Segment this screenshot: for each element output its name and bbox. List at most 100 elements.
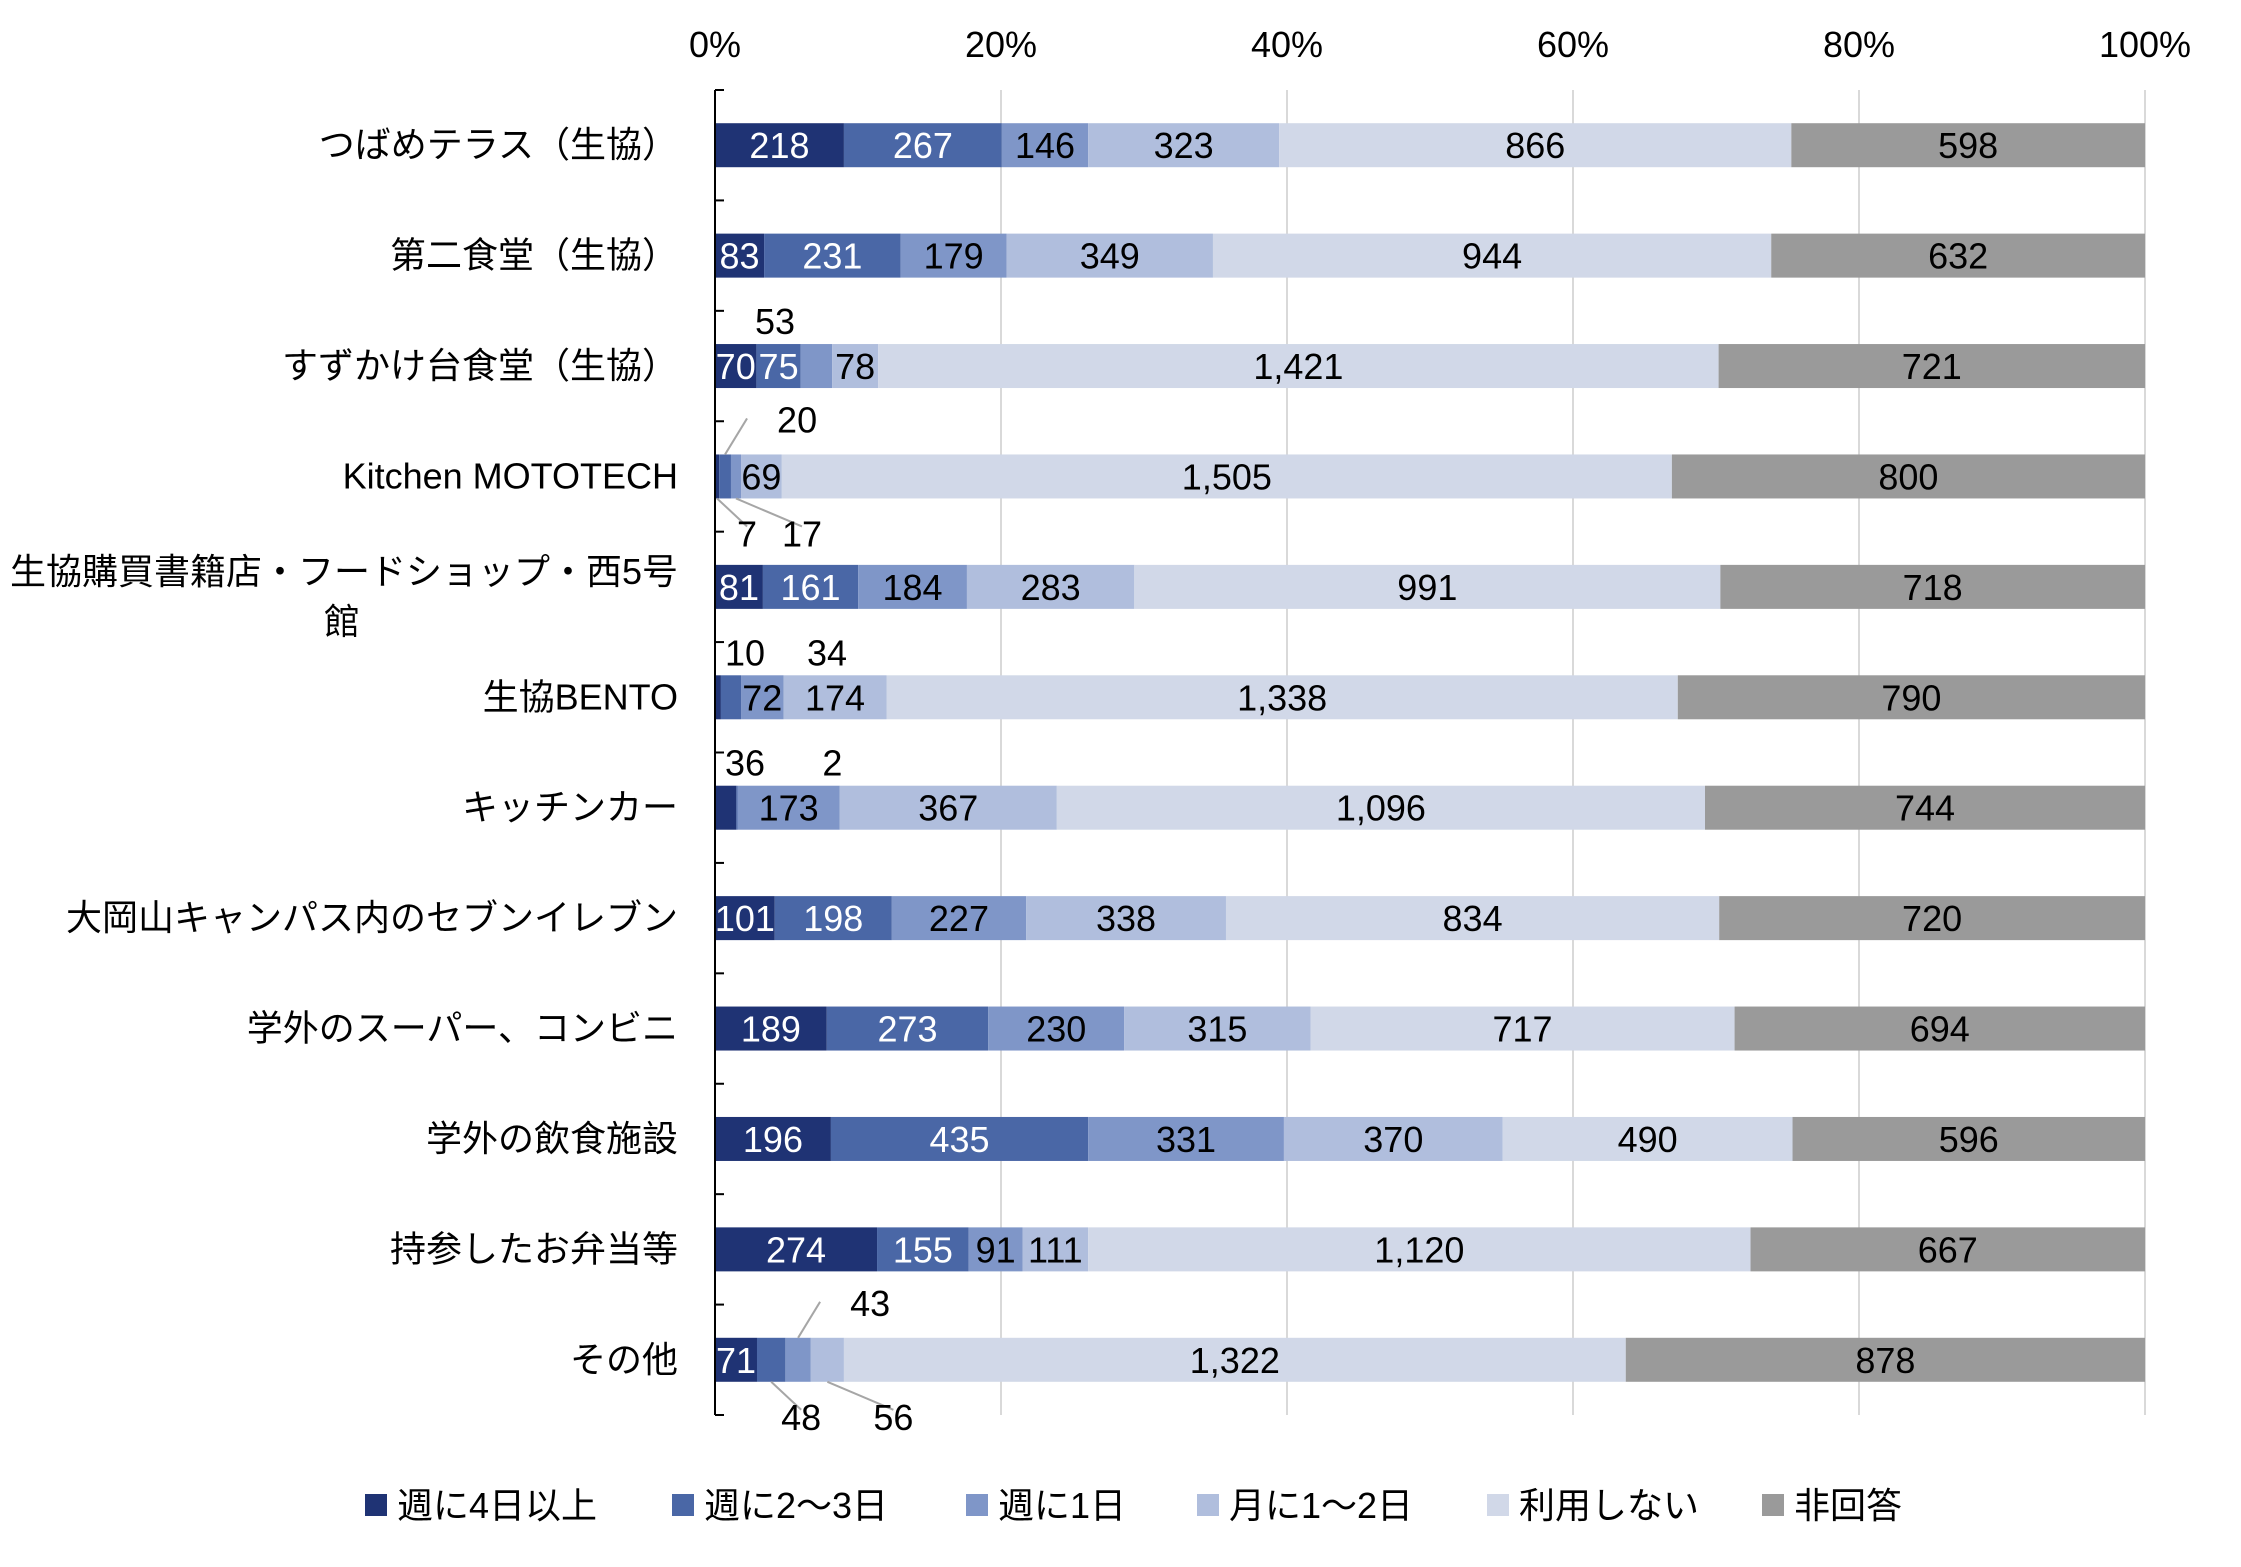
bar-segment [715,1227,878,1272]
bar-segment [858,564,967,609]
data-label: 490 [1618,1119,1678,1160]
bar-segment [843,123,1002,168]
legend-swatch [365,1494,387,1516]
bar-segment [715,675,721,720]
bar-segment [1625,1337,2145,1382]
data-label: 598 [1938,125,1998,166]
data-label: 1,322 [1190,1340,1280,1381]
bar-segment [1088,1116,1284,1161]
data-label: 227 [929,898,989,939]
data-label-callout: 10 [725,632,765,673]
bar-segment [826,1006,989,1051]
bar-segment [730,454,742,499]
bar-segment [737,785,840,830]
bar-segment [886,675,1678,720]
category-label: 館 [324,601,360,642]
data-label: 315 [1187,1009,1247,1050]
data-label: 1,338 [1237,677,1327,718]
bar-segment [1750,1227,2145,1272]
bar-segment [1719,896,2145,941]
data-label: 71 [716,1340,756,1381]
data-label: 790 [1881,677,1941,718]
data-label: 435 [930,1119,990,1160]
category-label: 第二食堂（生協） [390,235,678,276]
data-label: 331 [1156,1119,1216,1160]
bar-segment [1283,1116,1503,1161]
bar-segment [1088,123,1280,168]
data-label: 632 [1928,236,1988,277]
bar-segment [1677,675,2145,720]
data-label: 81 [719,567,759,608]
data-label-callout: 7 [737,513,757,554]
bar-segment [830,1116,1089,1161]
bar-segment [783,675,887,720]
legend-swatch [1197,1494,1219,1516]
data-label: 91 [976,1229,1016,1270]
data-label: 230 [1026,1009,1086,1050]
bar-segment [756,1337,786,1382]
bar-segment [785,1337,811,1382]
bar-segment [1124,1006,1311,1051]
bar-segment [900,233,1007,278]
bar-segment [843,1337,1626,1382]
data-label: 75 [759,346,799,387]
data-label-callout: 43 [850,1283,890,1324]
bar-segment [764,233,901,278]
bar-segment [1720,564,2145,609]
bar-segment [741,454,782,499]
bar-segment [1212,233,1772,278]
bar-segment [1671,454,2145,499]
data-label: 283 [1021,567,1081,608]
legend-label: 利用しない [1519,1485,1699,1526]
legend-swatch [672,1494,694,1516]
legend-label: 非回答 [1794,1485,1902,1526]
data-label: 274 [766,1229,826,1270]
data-label: 146 [1015,125,1075,166]
data-label: 744 [1895,788,1955,829]
leader-line [797,1301,821,1339]
bar-segment [1022,1227,1089,1272]
data-label: 111 [1028,1229,1083,1270]
data-label-callout: 34 [807,632,847,673]
category-label: 学外の飲食施設 [426,1118,678,1159]
data-label: 267 [893,125,953,166]
data-label: 1,505 [1182,456,1272,497]
data-label: 1,096 [1336,788,1426,829]
legend-label: 週に4日以上 [397,1485,597,1526]
data-label: 70 [716,346,756,387]
bar-segment [1088,1227,1751,1272]
data-label-callout: 48 [781,1397,821,1438]
bar-segment [1006,233,1213,278]
data-label: 179 [924,236,984,277]
data-label: 1,120 [1374,1229,1464,1270]
data-label: 720 [1902,898,1962,939]
data-label: 694 [1910,1009,1970,1050]
data-label: 174 [805,677,865,718]
data-label: 231 [802,236,862,277]
data-label-callout: 36 [725,743,765,784]
data-label: 69 [741,456,781,497]
x-tick-label: 0% [689,24,741,65]
data-label: 173 [759,788,819,829]
data-label: 196 [743,1119,803,1160]
category-label: つばめテラス（生協） [319,124,678,165]
legend-label: 月に1～2日 [1229,1485,1413,1526]
data-label-callout: 2 [822,743,842,784]
bar-segment [715,564,763,609]
data-label: 721 [1902,346,1962,387]
bar-segment [891,896,1027,941]
bar-segment [774,896,892,941]
data-label: 349 [1080,236,1140,277]
bar-segment [1001,123,1089,168]
bar-segment [715,454,720,499]
bar-segment [1502,1116,1793,1161]
bar-segment [1279,123,1792,168]
bar-segment [715,785,737,830]
bar-segment [1771,233,2145,278]
bar-segment [715,344,757,389]
data-label: 667 [1918,1229,1978,1270]
data-label: 878 [1855,1340,1915,1381]
category-label: 生協購買書籍店・フードショップ・西5号 [10,551,678,592]
x-tick-label: 60% [1537,24,1609,65]
